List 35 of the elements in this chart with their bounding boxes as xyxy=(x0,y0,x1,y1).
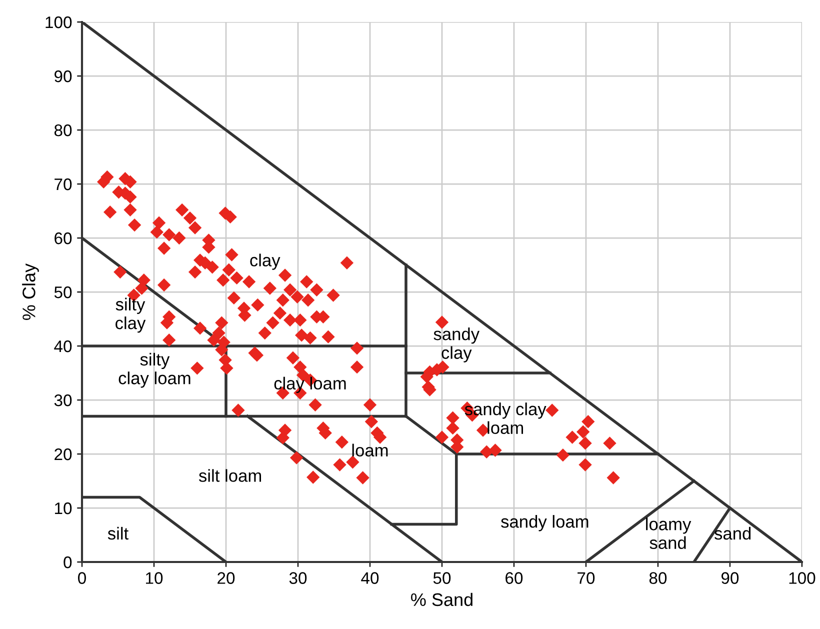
y-axis-title: % Clay xyxy=(22,263,39,320)
annotation: silty clay xyxy=(116,298,146,333)
y-tick-label: 60 xyxy=(54,232,72,244)
annotation: silt loam xyxy=(198,469,262,482)
x-tick-label: 50 xyxy=(433,572,451,584)
y-tick-label: 50 xyxy=(54,286,72,298)
x-tick-label: 80 xyxy=(649,572,667,584)
annotation: clay loam xyxy=(274,376,346,393)
annotation: sandy clay xyxy=(434,327,480,362)
x-tick-label: 0 xyxy=(78,572,86,584)
x-tick-label: 100 xyxy=(789,572,816,584)
annotation: clay xyxy=(250,254,280,270)
x-axis-title: % Sand xyxy=(411,592,472,606)
annotation: sand xyxy=(714,526,751,540)
annotation: silty clay loam xyxy=(118,352,190,388)
y-tick-label: 10 xyxy=(55,502,72,514)
y-tick-label: 40 xyxy=(54,340,72,352)
x-tick-label: 70 xyxy=(578,572,595,584)
y-tick-label: 30 xyxy=(54,394,72,406)
y-tick-label: 90 xyxy=(54,70,72,82)
annotation: sandy loam xyxy=(501,515,588,532)
x-tick-label: 40 xyxy=(361,572,379,584)
x-tick-label: 90 xyxy=(721,572,739,584)
annotation: loamy sand xyxy=(646,518,692,550)
annotation: silt xyxy=(108,526,128,540)
y-tick-label: 80 xyxy=(54,124,72,136)
x-tick-label: 10 xyxy=(146,572,163,584)
x-tick-label: 60 xyxy=(506,572,523,584)
x-tick-label: 30 xyxy=(289,572,307,584)
y-tick-label: 0 xyxy=(64,556,72,568)
x-tick-label: 20 xyxy=(218,572,235,584)
y-tick-label: 100 xyxy=(46,16,72,28)
y-tick-label: 70 xyxy=(54,178,72,190)
annotation: loam xyxy=(352,444,388,457)
y-tick-label: 20 xyxy=(54,448,72,460)
